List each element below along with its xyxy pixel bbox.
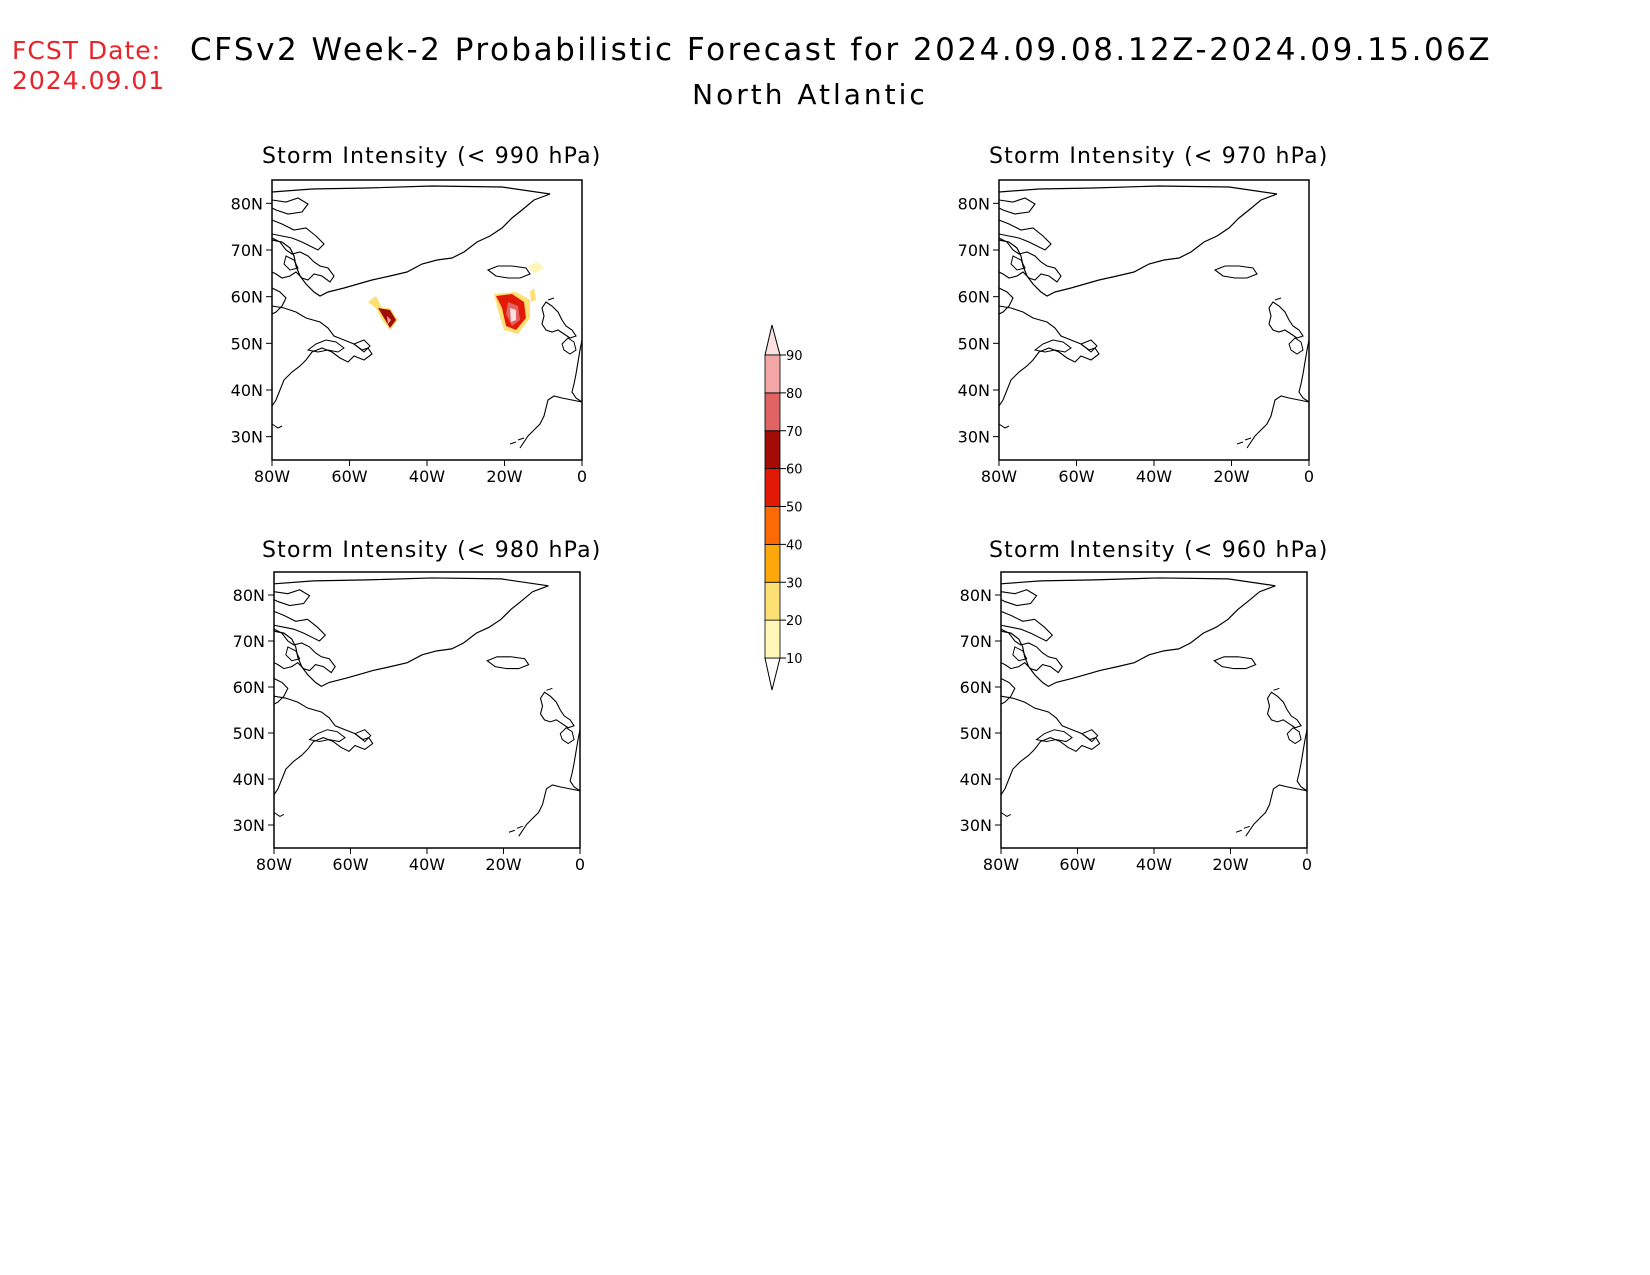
lon-label: 0 (1304, 467, 1314, 486)
lon-label: 60W (331, 467, 367, 486)
prob-blob-west-peak (387, 316, 391, 324)
lat-label: 60N (233, 678, 265, 697)
lat-label: 60N (960, 678, 992, 697)
lat-label: 50N (960, 724, 992, 743)
map-frame (998, 179, 1310, 461)
lat-label: 40N (231, 381, 263, 400)
prob-blob-west-core (378, 308, 396, 328)
lat-label: 80N (233, 586, 265, 605)
map-panel-2: Storm Intensity (< 970 hPa) 80N 70N 60N 50N 4… (958, 144, 1329, 486)
lat-label: 40N (958, 381, 990, 400)
colorbar-label: 20 (786, 614, 803, 629)
lon-label: 40W (1136, 855, 1172, 874)
colorbar-segment (764, 430, 781, 470)
colorbar: 10 20 30 40 50 60 70 80 90 (764, 324, 803, 691)
lon-label: 0 (577, 467, 587, 486)
lat-label: 60N (231, 288, 263, 307)
forecast-date-value: 2024.09.01 (12, 66, 166, 95)
lat-label: 70N (960, 632, 992, 651)
panel-title: Storm Intensity (< 980 hPa) (262, 538, 602, 563)
colorbar-segment (764, 392, 781, 432)
map-panel-1: Storm Intensity (< 990 hPa) 80N 70N 60N 50N 4… (231, 144, 602, 486)
coastline (271, 185, 583, 449)
prob-blob-west-outer (368, 296, 382, 310)
lon-label: 40W (409, 467, 445, 486)
lat-label: 70N (958, 241, 990, 260)
colorbar-segment (764, 468, 781, 507)
colorbar-label: 50 (786, 501, 803, 516)
lon-label: 20W (485, 855, 521, 874)
lon-label: 40W (1136, 467, 1172, 486)
colorbar-label: 90 (786, 349, 803, 364)
lat-label: 60N (958, 288, 990, 307)
lon-label: 0 (575, 855, 585, 874)
coastline (273, 577, 581, 837)
lat-label: 80N (231, 194, 263, 213)
lon-label: 20W (1212, 855, 1248, 874)
lat-label: 30N (233, 816, 265, 835)
forecast-date-label: FCST Date: (12, 36, 162, 65)
map-panel-4: Storm Intensity (< 960 hPa) 80N 70N 60N 50N 4… (960, 538, 1329, 874)
lon-label: 60W (1059, 855, 1095, 874)
lon-label: 20W (486, 467, 522, 486)
lat-label: 80N (960, 586, 992, 605)
lon-label: 80W (256, 855, 292, 874)
lat-label: 50N (233, 724, 265, 743)
colorbar-upper-extension (764, 324, 781, 356)
lon-label: 40W (409, 855, 445, 874)
probability-shading (368, 262, 544, 334)
colorbar-label: 60 (786, 463, 803, 478)
lat-label: 40N (960, 770, 992, 789)
map-frame (1000, 571, 1308, 849)
coastline (998, 185, 1310, 449)
lat-label: 30N (960, 816, 992, 835)
map-panel-3: Storm Intensity (< 980 hPa) 80N 70N 60N 50N 4… (233, 538, 602, 874)
colorbar-label: 30 (786, 576, 803, 591)
lon-label: 80W (983, 855, 1019, 874)
lat-label: 50N (231, 334, 263, 353)
lat-label: 30N (958, 428, 990, 447)
forecast-date-block: FCST Date: 2024.09.01 (12, 36, 165, 96)
lon-label: 60W (332, 855, 368, 874)
prob-blob-faroes (530, 288, 536, 302)
map-frame (273, 571, 581, 849)
lon-label: 80W (254, 467, 290, 486)
colorbar-label: 40 (786, 538, 803, 553)
lat-label: 70N (233, 632, 265, 651)
lon-label: 20W (1213, 467, 1249, 486)
lon-label: 0 (1302, 855, 1312, 874)
colorbar-lower-extension (764, 657, 781, 691)
prob-blob-east-peak (510, 308, 516, 322)
figure-title: CFSv2 Week-2 Probabilistic Forecast for … (190, 32, 1493, 68)
lat-label: 30N (231, 428, 263, 447)
panel-title: Storm Intensity (< 990 hPa) (262, 144, 602, 169)
colorbar-segment (764, 619, 781, 659)
region-subtitle: North Atlantic (692, 78, 928, 111)
colorbar-segment (764, 581, 781, 621)
lon-label: 60W (1058, 467, 1094, 486)
lat-label: 80N (958, 194, 990, 213)
colorbar-segment (764, 543, 781, 583)
map-frame (271, 179, 583, 461)
lat-label: 40N (233, 770, 265, 789)
coastline (1000, 577, 1308, 837)
panel-title: Storm Intensity (< 970 hPa) (989, 144, 1329, 169)
colorbar-label: 80 (786, 387, 803, 402)
colorbar-segment (764, 506, 781, 545)
lat-label: 70N (231, 241, 263, 260)
colorbar-label: 10 (786, 652, 803, 667)
prob-blob-north (528, 262, 544, 274)
lat-label: 50N (958, 334, 990, 353)
colorbar-segment (764, 354, 781, 394)
panel-title: Storm Intensity (< 960 hPa) (989, 538, 1329, 563)
colorbar-label: 70 (786, 425, 803, 440)
lon-label: 80W (981, 467, 1017, 486)
